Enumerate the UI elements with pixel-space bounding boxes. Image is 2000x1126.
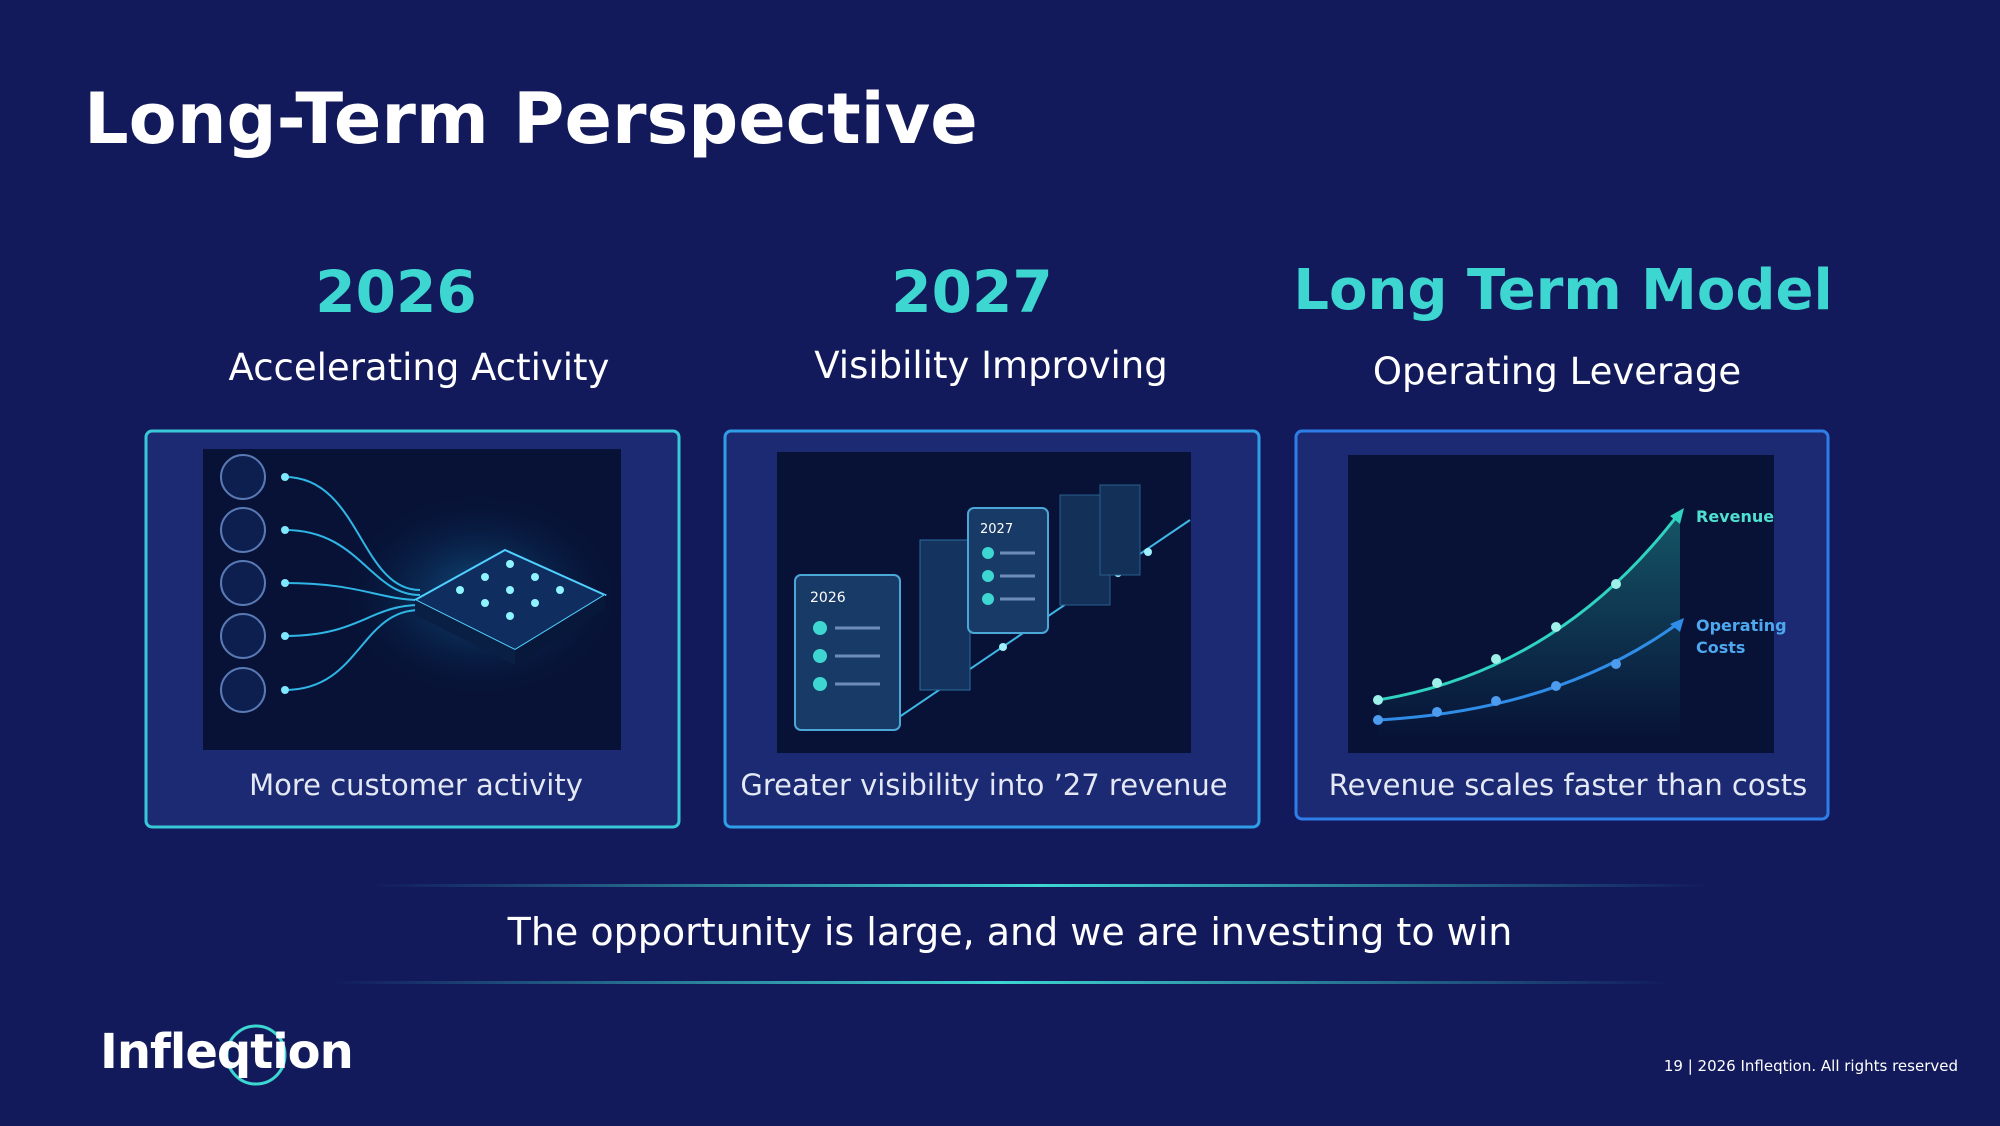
tagline: The opportunity is large, and we are inv… (507, 910, 1513, 954)
illustration-leverage: Revenue Operating Costs (1348, 455, 1787, 753)
illustration-label: Operating (1696, 616, 1787, 635)
illustration-label: 2027 (980, 522, 1013, 537)
card-caption: More customer activity (249, 768, 583, 802)
card-caption: Revenue scales faster than costs (1328, 768, 1808, 802)
column-subheading: Operating Leverage (1372, 350, 1742, 393)
divider (370, 884, 1710, 887)
column-heading: Long Term Model (1293, 258, 1833, 323)
illustration-activity (203, 449, 630, 750)
illustration-label: Costs (1696, 638, 1745, 657)
divider (330, 981, 1670, 984)
column-subheading: Accelerating Activity (228, 346, 610, 389)
illustration-visibility: 2026 2027 (777, 452, 1191, 753)
illustration-label: 2026 (810, 590, 846, 606)
column-subheading: Visibility Improving (814, 344, 1168, 387)
footer: 19 | 2026 Infleqtion. All rights reserve… (1663, 1057, 1958, 1075)
logo: Infleqtion (100, 1024, 354, 1080)
slide-title: Long-Term Perspective (84, 78, 978, 160)
card-caption: Greater visibility into ’27 revenue (740, 768, 1228, 802)
column-heading: 2027 (891, 258, 1053, 326)
illustration-label: Revenue (1696, 507, 1774, 526)
column-heading: 2026 (315, 258, 477, 326)
logo-ring (225, 1024, 287, 1086)
